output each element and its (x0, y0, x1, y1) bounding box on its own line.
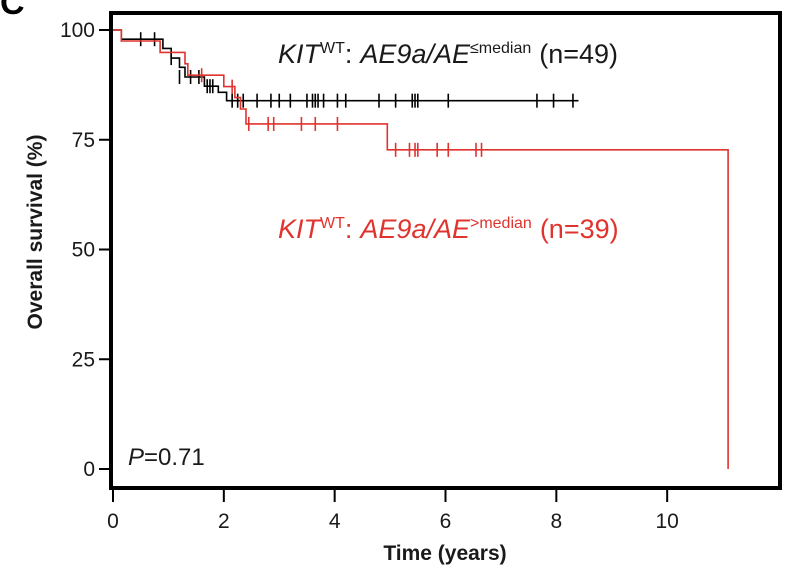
separator: : (345, 39, 353, 69)
gene-name: KIT (278, 39, 323, 69)
y-tick-label: 25 (72, 348, 95, 371)
x-axis-title: Time (years) (383, 542, 506, 565)
gene-superscript: WT (320, 40, 345, 57)
ratio-superscript: ≤median (470, 40, 531, 57)
x-tick-label: 6 (440, 510, 452, 533)
y-tick-label: 75 (72, 129, 95, 152)
x-tick-label: 10 (655, 510, 678, 533)
x-tick-label: 0 (107, 510, 119, 533)
survival-curve (113, 29, 729, 469)
survival-curve (113, 29, 579, 102)
x-tick-label: 2 (218, 510, 230, 533)
y-tick-label: 0 (83, 458, 95, 481)
y-axis-title: Overall survival (%) (24, 135, 47, 330)
p-value-text: =0.71 (144, 444, 205, 471)
y-axis: 0 25 50 75 100 (60, 19, 111, 481)
x-tick-label: 4 (329, 510, 341, 533)
x-tick-label: 8 (550, 510, 562, 533)
separator: : (345, 214, 353, 244)
y-tick-label: 100 (60, 19, 95, 42)
series-label-low: KITWT: AE9a/AE≤median (n=49) (278, 39, 618, 69)
survival-curves (113, 29, 729, 469)
ratio-name: AE9a/AE (358, 39, 471, 69)
sample-size: (n=49) (539, 39, 618, 69)
p-value: P=0.71 (128, 444, 205, 471)
ratio-name: AE9a/AE (358, 214, 471, 244)
gene-superscript: WT (320, 215, 345, 232)
ratio-superscript: >median (470, 215, 532, 232)
series-label-high: KITWT: AE9a/AE>median (n=39) (278, 214, 619, 244)
panel-label: C (0, 0, 25, 22)
series-1 (113, 29, 729, 469)
x-axis: 0 2 4 6 8 10 (107, 490, 679, 533)
plot-frame (109, 11, 782, 490)
gene-name: KIT (278, 214, 323, 244)
sample-size: (n=39) (540, 214, 619, 244)
series-0 (113, 29, 579, 108)
p-symbol: P (128, 444, 144, 471)
y-tick-label: 50 (72, 239, 95, 262)
